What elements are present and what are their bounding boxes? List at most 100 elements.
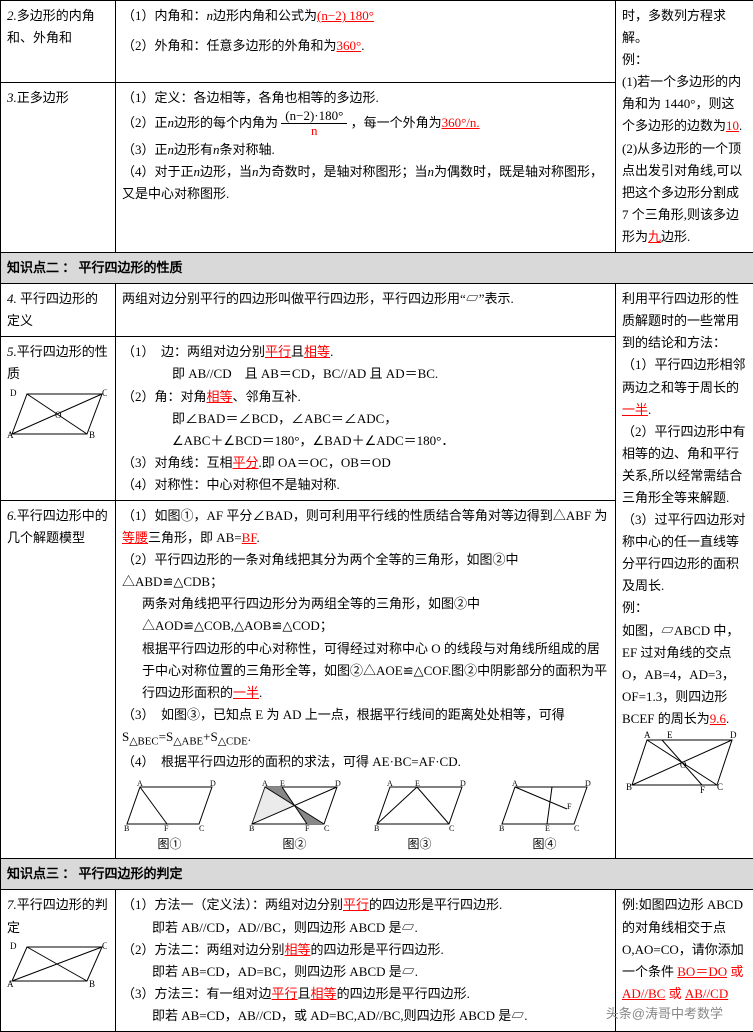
svg-text:C: C — [199, 824, 204, 833]
r2p2a: （2）外角和：任意多边形的外角和为 — [122, 38, 337, 53]
svg-text:C: C — [324, 824, 329, 833]
r6p1r2: BF — [242, 530, 257, 545]
fig2-label: 图② — [247, 834, 342, 854]
svg-text:E: E — [545, 824, 550, 833]
row4-body: 两组对边分别平行的四边形叫做平行四边形，平行四边形用“▱”表示. — [116, 284, 616, 337]
svg-text:C: C — [717, 782, 723, 792]
r6p3b: =S — [159, 729, 174, 744]
svg-text:F: F — [567, 802, 572, 811]
svg-text:C: C — [449, 824, 454, 833]
svg-text:B: B — [89, 979, 95, 989]
svg-text:D: D — [10, 388, 17, 398]
r6t: 平行四边形中的几个解题模型 — [7, 508, 108, 545]
row5-body: （1） 边：两组对边分别平行且相等. 即 AB//CD 且 AB＝CD，BC//… — [116, 337, 616, 501]
svg-text:D: D — [335, 779, 341, 788]
r4t: 平行四边形的定义 — [7, 291, 98, 328]
r2p1b: 边形内角和公式为 — [213, 8, 317, 23]
row7-body: （1）方法一（定义法）：两组对边分别平行的四边形是平行四边形. 即若 AB//C… — [116, 890, 616, 1032]
svg-text:A: A — [644, 730, 651, 740]
svg-text:A: A — [262, 779, 268, 788]
svg-text:B: B — [124, 824, 129, 833]
row5-title: 5.平行四边形的性质 DC AB O — [1, 337, 116, 501]
row2-title-text: 多边形的内角和、外角和 — [7, 8, 95, 45]
svg-text:D: D — [585, 779, 591, 788]
right-col-2: 利用平行四边形的性质解题时的一些常用到的结论和方法： （1）平行四边形相邻两边之… — [616, 284, 753, 859]
section3-header: 知识点三 ： 平行四边形的判定 — [1, 859, 753, 890]
svg-text:O: O — [680, 760, 687, 770]
r3p2b: 边形的每个内角为 — [174, 115, 278, 130]
row7-title: 7.平行四边形的判定 DC AB — [1, 890, 116, 1032]
svg-text:E: E — [415, 779, 420, 788]
r5p1r2: 相等 — [304, 344, 330, 359]
svg-text:B: B — [626, 782, 632, 792]
r7p1c: 即若 AB//CD，AD//BC，则四边形 ABCD 是▱. — [122, 917, 609, 939]
fig3: AEDBC 图③ — [372, 779, 467, 854]
rt1l4b: 边形. — [661, 229, 690, 244]
r7p1r: 平行 — [343, 897, 369, 912]
content-table: 2.多边形的内角和、外角和 （1）内角和：n边形内角和公式为(n−2) 180°… — [0, 0, 753, 1032]
r2p1a: （1）内角和： — [122, 8, 207, 23]
fig1-label: 图① — [122, 834, 217, 854]
r5p3b: .即 OA＝OC，OB＝OD — [259, 455, 391, 470]
fig2: AEDBFC 图② — [247, 779, 342, 854]
r5p1c: 即 AB//CD 且 AB＝CD，BC//AD 且 AD＝BC. — [122, 363, 609, 385]
rt1l3a: (1)若一个多边形的内角和为 1440°，则这个多边形的边数为 — [622, 74, 741, 133]
row2-num: 2. — [7, 8, 17, 23]
svg-text:B: B — [89, 430, 95, 440]
r7p2r: 相等 — [285, 942, 311, 957]
r7p3a: （3）方法三：有一组对边 — [122, 986, 272, 1001]
r7p3b: 且 — [298, 986, 311, 1001]
r7t: 平行四边形的判定 — [7, 897, 108, 934]
svg-text:A: A — [7, 979, 14, 989]
svg-text:E: E — [667, 730, 673, 740]
r6p1b: 三角形，即 AB= — [148, 530, 242, 545]
rt2l6r: 9.6 — [710, 711, 726, 726]
watermark: 头条@涛哥中考数学 — [606, 1003, 723, 1022]
fig4: ADBECF 图④ — [497, 779, 592, 854]
r7p2a: （2）方法二：两组对边分别 — [122, 942, 285, 957]
svg-text:B: B — [499, 824, 504, 833]
svg-text:A: A — [7, 430, 14, 440]
row4-title: 4. 平行四边形的定义 — [1, 284, 116, 337]
r5p2b: 、邻角互补. — [233, 389, 301, 404]
rt1l3r: 10 — [726, 118, 739, 133]
row2-body: （1）内角和：n边形内角和公式为(n−2) 180° （2）外角和：任意多边形的… — [116, 1, 616, 83]
r5p2r: 相等 — [207, 389, 233, 404]
svg-text:A: A — [137, 779, 143, 788]
svg-text:D: D — [210, 779, 216, 788]
r5p2d: ∠ABC＋∠BCD＝180°，∠BAD＋∠ADC＝180°． — [122, 430, 609, 452]
rt3o1: 或 — [730, 964, 743, 979]
svg-text:E: E — [280, 779, 285, 788]
r7p3c: 的四边形是平行四边形. — [337, 986, 470, 1001]
r6s1: △BEC — [129, 736, 158, 748]
r5p3r: 平分 — [233, 455, 259, 470]
fig1: ADBFC 图① — [122, 779, 217, 854]
r7p2c: 即若 AB=CD，AD=BC，则四边形 ABCD 是▱. — [122, 961, 609, 983]
row5-svg: DC AB O — [7, 386, 107, 441]
svg-text:C: C — [574, 824, 579, 833]
rt1l2: 例： — [622, 52, 648, 67]
rt2l1: 利用平行四边形的性质解题时的一些常用到的结论和方法： — [622, 291, 739, 350]
r7p1b: 的四边形是平行四边形. — [369, 897, 502, 912]
rt3o2: 或 — [669, 986, 682, 1001]
frac-num: (n−2)·180° — [281, 109, 347, 124]
r2p1red: (n−2) 180° — [317, 8, 374, 23]
svg-text:D: D — [730, 730, 737, 740]
r5t: 平行四边形的性质 — [7, 344, 108, 381]
r5p2c: 即∠BAD＝∠BCD，∠ABC＝∠ADC， — [122, 408, 609, 430]
r7p1a: （1）方法一（定义法）：两组对边分别 — [122, 897, 343, 912]
r6p3c: +S — [203, 729, 218, 744]
r3p1: （1）定义：各边相等，各角也相等的多边形. — [122, 87, 609, 109]
r7p3r1: 平行 — [272, 986, 298, 1001]
r5p2a: （2）角：对角 — [122, 389, 207, 404]
r5p3a: （3）对角线：互相 — [122, 455, 233, 470]
svg-text:A: A — [387, 779, 393, 788]
svg-text:B: B — [374, 824, 379, 833]
r3p4c: 为奇数时，是轴对称图形；当 — [259, 164, 428, 179]
rt2l5: 例： — [622, 600, 648, 615]
r6s2: △ABE — [173, 736, 203, 748]
r6p2r: 一半 — [233, 685, 259, 700]
r3p2c: ，每一个外角为 — [351, 115, 442, 130]
section2-header: 知识点二 ： 平行四边形的性质 — [1, 253, 753, 284]
rt2l2r: 一半 — [622, 402, 648, 417]
